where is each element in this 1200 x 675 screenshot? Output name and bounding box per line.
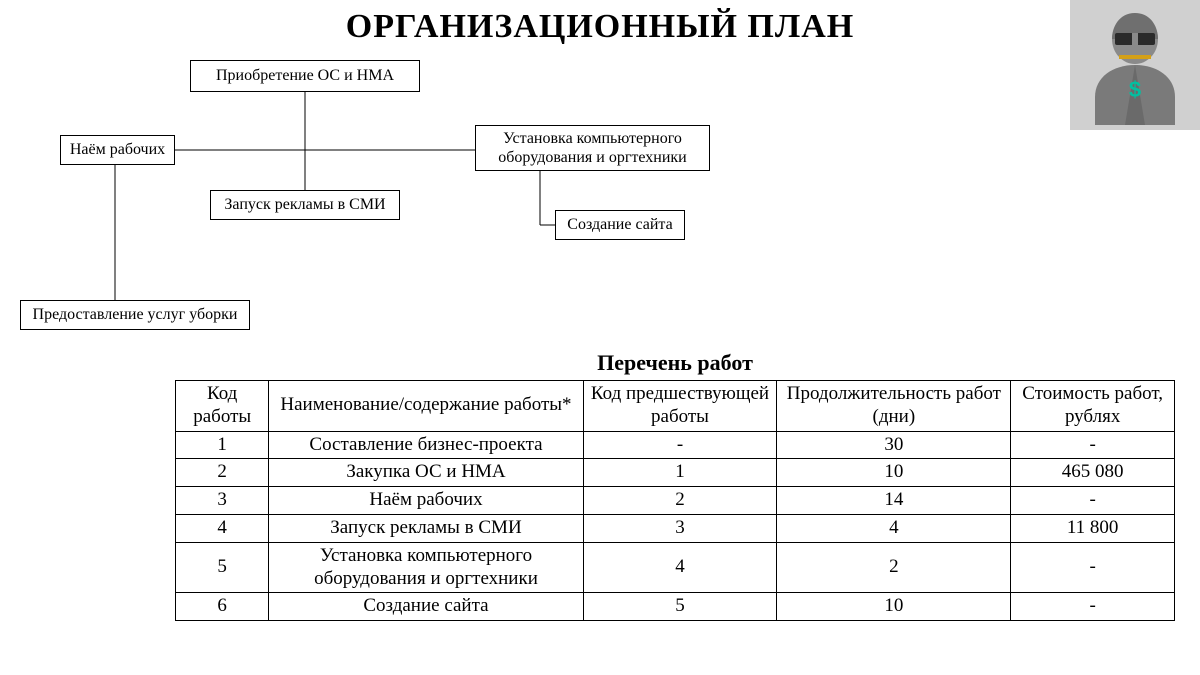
table-cell: 1	[176, 431, 269, 459]
table-cell: 10	[777, 459, 1011, 487]
table-cell: 10	[777, 593, 1011, 621]
table-cell: 3	[583, 514, 777, 542]
table-cell: 11 800	[1011, 514, 1175, 542]
flow-node-n1: Приобретение ОС и НМА	[190, 60, 420, 92]
flow-node-n6: Предоставление услуг уборки	[20, 300, 250, 330]
flow-node-n5: Создание сайта	[555, 210, 685, 240]
flow-node-n2: Наём рабочих	[60, 135, 175, 165]
table-cell: Установка компьютерного оборудования и о…	[269, 542, 583, 593]
table-cell: Закупка ОС и НМА	[269, 459, 583, 487]
table-row: 4Запуск рекламы в СМИ3411 800	[176, 514, 1175, 542]
table-cell: Наём рабочих	[269, 487, 583, 515]
table-cell: 3	[176, 487, 269, 515]
table-cell: 1	[583, 459, 777, 487]
table-row: 6Создание сайта510-	[176, 593, 1175, 621]
table-cell: Запуск рекламы в СМИ	[269, 514, 583, 542]
table-header-cell: Наименование/содержание работы*	[269, 381, 583, 432]
flow-node-n3: Запуск рекламы в СМИ	[210, 190, 400, 220]
table-row: 3Наём рабочих214-	[176, 487, 1175, 515]
table-header-row: Код работыНаименование/содержание работы…	[176, 381, 1175, 432]
table-cell: -	[1011, 487, 1175, 515]
table-cell: 6	[176, 593, 269, 621]
table-header-cell: Код работы	[176, 381, 269, 432]
work-table: Код работыНаименование/содержание работы…	[175, 380, 1175, 621]
table-title: Перечень работ	[175, 350, 1175, 376]
table-row: 1Составление бизнес-проекта-30-	[176, 431, 1175, 459]
table-cell: -	[1011, 431, 1175, 459]
table-cell: Создание сайта	[269, 593, 583, 621]
table-cell: 2	[777, 542, 1011, 593]
table-header-cell: Код предшествующей работы	[583, 381, 777, 432]
table-cell: Составление бизнес-проекта	[269, 431, 583, 459]
table-cell: -	[1011, 593, 1175, 621]
table-cell: -	[1011, 542, 1175, 593]
page-title: ОРГАНИЗАЦИОННЫЙ ПЛАН	[0, 8, 1200, 46]
table-cell: -	[583, 431, 777, 459]
table-header-cell: Продолжительность работ (дни)	[777, 381, 1011, 432]
table-header-cell: Стоимость работ, рублях	[1011, 381, 1175, 432]
flowchart: Приобретение ОС и НМА Наём рабочих Запуск …	[0, 50, 800, 350]
table-cell: 30	[777, 431, 1011, 459]
logo-badge: $	[1070, 0, 1200, 130]
table-cell: 2	[583, 487, 777, 515]
work-list: Перечень работ Код работыНаименование/со…	[175, 350, 1175, 621]
table-body: 1Составление бизнес-проекта-30-2Закупка …	[176, 431, 1175, 621]
table-cell: 5	[583, 593, 777, 621]
table-cell: 465 080	[1011, 459, 1175, 487]
table-cell: 5	[176, 542, 269, 593]
svg-text:$: $	[1129, 77, 1141, 102]
table-cell: 4	[583, 542, 777, 593]
hacker-icon: $	[1085, 5, 1185, 125]
table-row: 5Установка компьютерного оборудования и …	[176, 542, 1175, 593]
flow-node-n4: Установка компьютерного оборудования и о…	[475, 125, 710, 171]
table-cell: 14	[777, 487, 1011, 515]
table-cell: 2	[176, 459, 269, 487]
table-cell: 4	[777, 514, 1011, 542]
table-cell: 4	[176, 514, 269, 542]
table-row: 2Закупка ОС и НМА110465 080	[176, 459, 1175, 487]
